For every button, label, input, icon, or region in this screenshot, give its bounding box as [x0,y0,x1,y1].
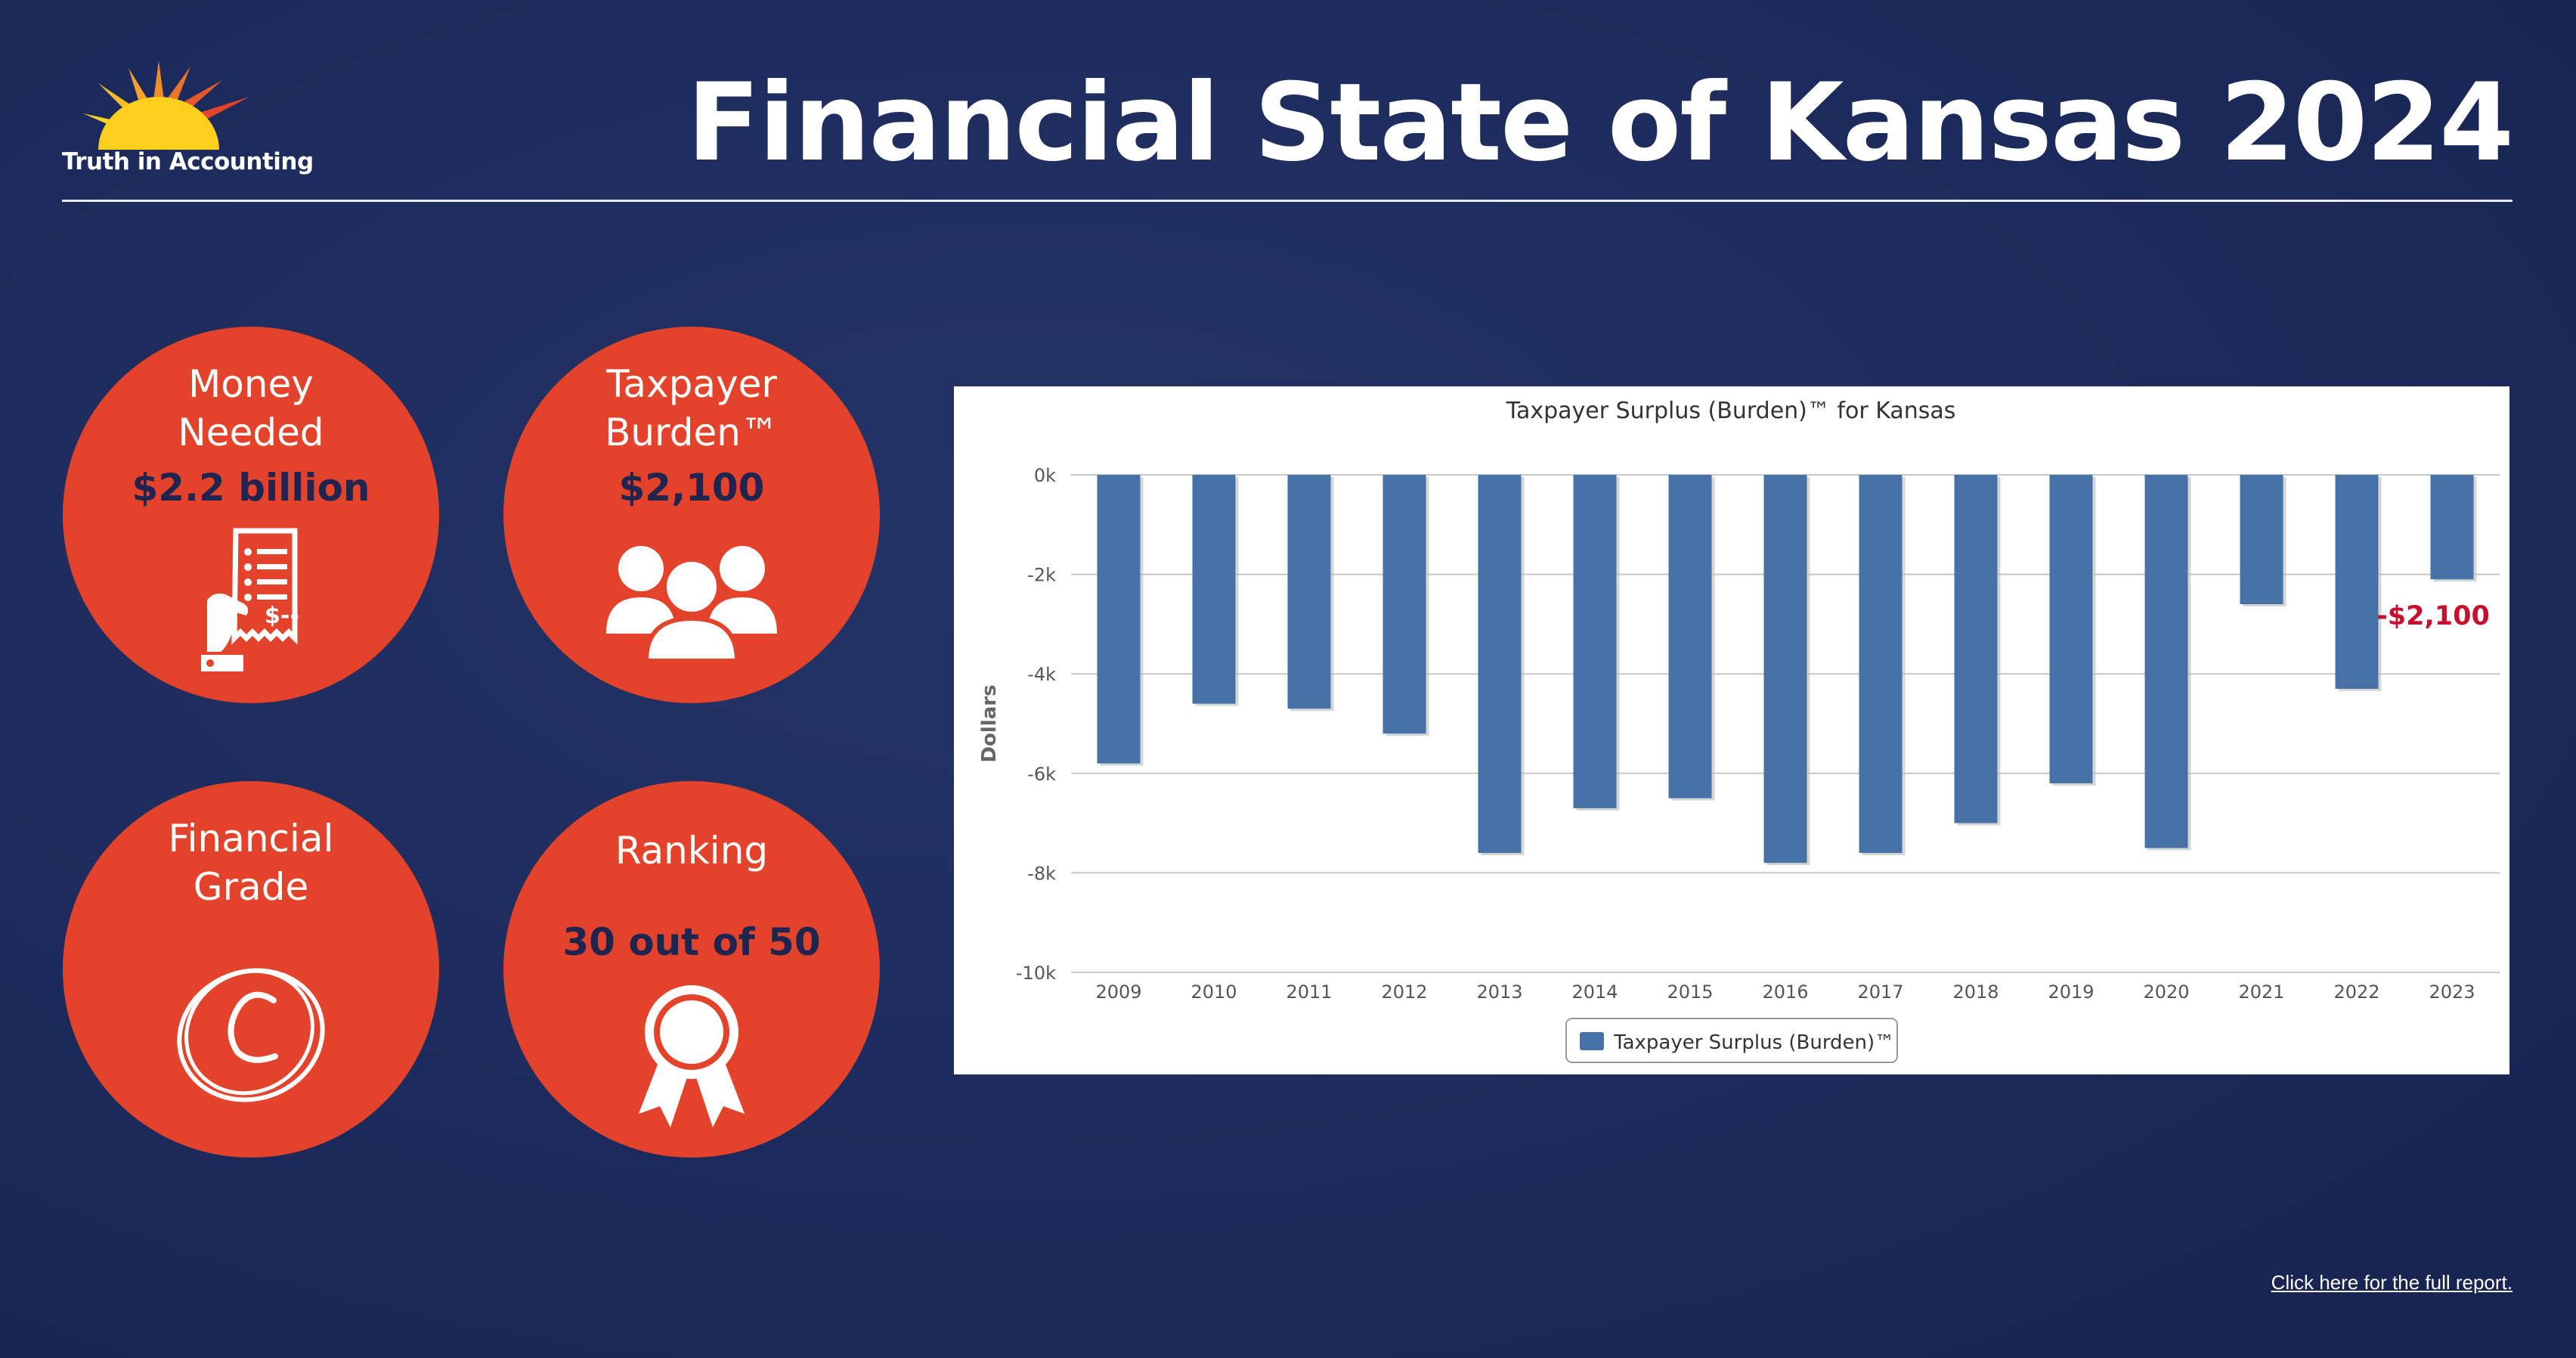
x-tick-label: 2011 [1286,981,1332,1003]
bar-2012[interactable] [1382,475,1426,734]
taxpayer-burden-chart: Taxpayer Surplus (Burden)™ for Kansas Do… [954,386,2509,1074]
legend-swatch [1580,1032,1604,1050]
y-tick-labels: 0k -2k -4k -6k -8k -10k [1016,465,1056,984]
receipt-payment-icon: $-- [201,528,299,671]
x-tick-label: 2010 [1190,981,1237,1003]
sun-logo-icon [83,60,249,150]
financial-grade-card: Financial Grade [63,781,439,1158]
award-ribbon-icon [639,985,745,1127]
grade-c-icon [177,968,325,1102]
bar-2014[interactable] [1573,475,1617,808]
bar-2023[interactable] [2430,475,2474,580]
y-axis-label: Dollars [978,684,1001,762]
x-tick-labels: 2009 2010 2011 2012 2013 2014 2015 2016 2017 2018… [1095,981,2475,1003]
truth-in-accounting-logo[interactable]: Truth in Accounting [62,60,314,189]
y-tick-label: -8k [1027,863,1056,884]
ranking-value: 30 out of 50 [562,920,821,964]
bar-2020[interactable] [2144,475,2188,848]
legend-box [1565,1018,1898,1063]
x-tick-label: 2021 [2238,981,2284,1003]
bar-2010[interactable] [1192,475,1236,704]
bar-2019[interactable] [2049,475,2093,783]
x-tick-label: 2022 [2333,981,2379,1003]
ranking-label: Ranking [615,829,769,873]
x-tick-label: 2016 [1762,981,1808,1003]
x-tick-label: 2020 [2143,981,2189,1003]
page-title: Financial State of Kansas 2024 [686,60,2514,185]
bar-2017[interactable] [1859,475,1903,854]
y-tick-label: -6k [1027,764,1056,785]
x-tick-label: 2014 [1571,981,1618,1003]
taxpayer-burden-label-2: Burden™ [605,411,779,454]
financial-grade-label-1: Financial [168,817,334,860]
x-tick-label: 2018 [1952,981,1999,1003]
y-tick-label: -10k [1016,963,1056,984]
logo-text: Truth in Accounting [62,148,314,175]
y-tick-label: -2k [1027,565,1056,586]
chart-title: Taxpayer Surplus (Burden)™ for Kansas [1506,398,1956,424]
taxpayer-burden-label-1: Taxpayer [606,362,777,406]
chart-svg: Taxpayer Surplus (Burden)™ for Kansas Do… [978,398,2500,1063]
x-tick-label: 2015 [1667,981,1713,1003]
x-tick-label: 2019 [2048,981,2094,1003]
bar-2018[interactable] [1954,475,1998,823]
x-tick-label: 2023 [2429,981,2475,1003]
y-tick-label: -4k [1027,664,1056,685]
chart-bars [1097,475,2477,866]
x-tick-label: 2017 [1857,981,1903,1003]
money-needed-label-2: Needed [178,411,324,454]
people-group-icon [606,546,777,661]
y-tick-label: 0k [1034,465,1056,486]
x-tick-label: 2012 [1381,981,1427,1003]
taxpayer-burden-value: $2,100 [618,466,765,510]
taxpayer-burden-card: Taxpayer Burden™ $2,100 [503,327,880,703]
bar-2009[interactable] [1097,475,1141,764]
header-divider [62,200,2513,202]
money-needed-label-1: Money [188,362,314,406]
bar-2021[interactable] [2240,475,2283,605]
bar-2022[interactable] [2335,475,2379,689]
money-needed-value: $2.2 billion [132,466,370,510]
full-report-link[interactable]: Click here for the full report. [2271,1271,2513,1294]
ranking-card: Ranking 30 out of 50 [503,781,880,1158]
data-annotation: -$2,100 [2376,601,2490,631]
money-needed-card: Money Needed $2.2 billion $-- [63,327,439,703]
bar-2011[interactable] [1287,475,1331,709]
bar-2016[interactable] [1763,475,1807,863]
x-tick-label: 2009 [1095,981,1141,1003]
bar-2013[interactable] [1478,475,1522,854]
x-tick-label: 2013 [1476,981,1522,1003]
legend-label: Taxpayer Surplus (Burden)™ [1613,1031,1894,1054]
chart-legend[interactable]: Taxpayer Surplus (Burden)™ [1565,1018,1898,1063]
svg-text:$--: $-- [265,603,299,629]
bar-2015[interactable] [1668,475,1712,798]
financial-grade-label-2: Grade [193,865,309,909]
